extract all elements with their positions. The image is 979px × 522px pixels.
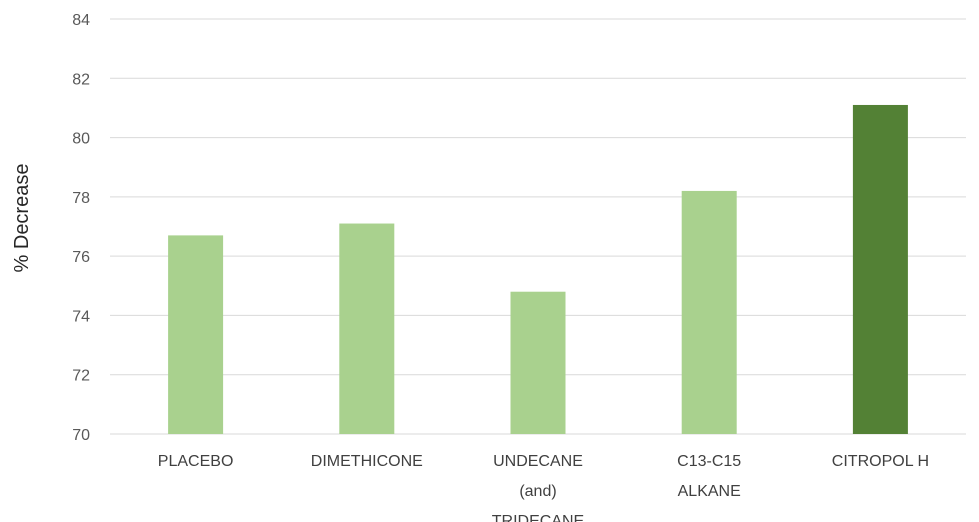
bar	[681, 190, 737, 434]
y-tick-label: 84	[72, 12, 90, 29]
y-tick-label: 72	[72, 368, 90, 385]
x-category-label: PLACEBO	[158, 453, 234, 470]
y-tick-label: 82	[72, 71, 90, 88]
y-axis-title: % Decrease	[11, 164, 33, 273]
bar	[168, 235, 224, 434]
y-tick-label: 74	[72, 308, 90, 325]
bar	[510, 291, 566, 434]
x-category-label: UNDECANE (and) TRIDECANE	[492, 453, 584, 522]
y-tick-label: 76	[72, 249, 90, 266]
y-tick-label: 70	[72, 427, 90, 444]
y-tick-labels: 70 72 74 76 78 80 82 84	[72, 12, 90, 444]
bar	[852, 104, 908, 434]
bars	[168, 104, 908, 434]
y-tick-label: 80	[72, 131, 90, 148]
x-category-label: CITROPOL H	[832, 453, 929, 470]
x-category-label: C13-C15 ALKANE	[677, 453, 741, 500]
y-tick-label: 78	[72, 190, 90, 207]
x-category-labels: PLACEBO DIMETHICONE UNDECANE (and) TRIDECANE…	[158, 453, 929, 522]
x-category-label: DIMETHICONE	[311, 453, 423, 470]
bar	[339, 223, 395, 434]
